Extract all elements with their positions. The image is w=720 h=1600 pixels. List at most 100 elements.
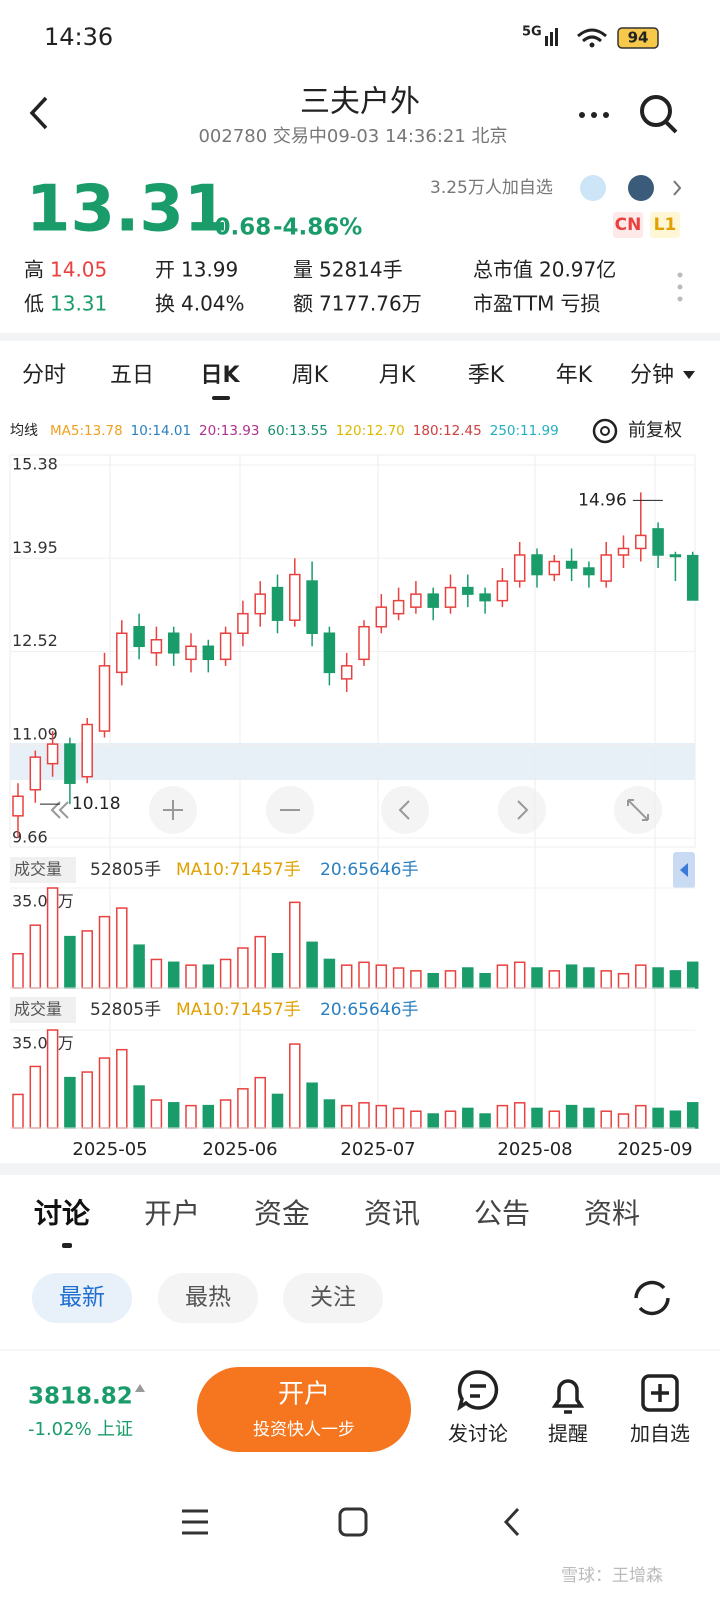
volume-ma20: 20:65646手 bbox=[320, 860, 418, 880]
volume-bar bbox=[271, 952, 284, 989]
more-dots bbox=[677, 272, 683, 302]
volume-bar bbox=[496, 964, 509, 989]
x-tick-label: 2025-06 bbox=[202, 1139, 277, 1160]
volume-bar bbox=[686, 1102, 699, 1129]
back-button[interactable] bbox=[29, 96, 48, 130]
volume-bar bbox=[98, 915, 111, 989]
volume-bar bbox=[444, 1110, 457, 1129]
volume-bar bbox=[392, 1107, 405, 1129]
candle-body bbox=[565, 560, 578, 569]
stock-title: 三夫户外 bbox=[300, 85, 420, 120]
search-button[interactable] bbox=[640, 95, 678, 134]
period-tab[interactable]: 分钟 bbox=[630, 363, 674, 388]
period-tab[interactable]: 周K bbox=[292, 363, 329, 388]
volume-bar bbox=[548, 1110, 561, 1129]
index-change: -1.02% bbox=[28, 1419, 92, 1440]
candle-body bbox=[600, 554, 612, 582]
battery-level: 94 bbox=[628, 29, 649, 47]
volume-bar bbox=[133, 944, 145, 989]
filter-chip[interactable] bbox=[158, 1273, 258, 1323]
period-tab[interactable]: 年K bbox=[556, 363, 593, 388]
action-label[interactable]: 提醒 bbox=[548, 1422, 588, 1446]
filter-chip-text[interactable]: 关注 bbox=[310, 1285, 356, 1311]
candle-body bbox=[150, 639, 163, 654]
volume-bar bbox=[583, 1107, 595, 1129]
more-button[interactable] bbox=[579, 112, 609, 118]
candle-body bbox=[548, 560, 561, 576]
volume-bar bbox=[98, 1057, 111, 1129]
action-label[interactable]: 发讨论 bbox=[448, 1422, 508, 1446]
filter-chip[interactable] bbox=[283, 1273, 383, 1323]
volume-bar bbox=[133, 1085, 145, 1129]
period-tab[interactable]: 分时 bbox=[22, 363, 66, 388]
content-tab[interactable]: 讨论 bbox=[34, 1197, 91, 1230]
stat-label: 开 bbox=[155, 258, 175, 282]
period-tab[interactable]: 五日 bbox=[110, 363, 154, 388]
y-tick-label: 11.09 bbox=[12, 724, 58, 743]
wifi-signal-icons bbox=[545, 28, 607, 48]
volume-bar bbox=[444, 970, 457, 989]
volume-bar bbox=[375, 1104, 388, 1129]
candle-body bbox=[46, 743, 59, 765]
volume-bar bbox=[271, 1093, 284, 1129]
period-tab[interactable]: 日K bbox=[200, 363, 240, 388]
candle-body bbox=[340, 665, 353, 680]
content-tab[interactable]: 资讯 bbox=[364, 1197, 420, 1230]
content-tab[interactable]: 公告 bbox=[474, 1197, 530, 1230]
chart-controls[interactable] bbox=[50, 786, 662, 834]
y-tick-label: 35.03万 bbox=[12, 1034, 74, 1053]
action-label[interactable]: 加自选 bbox=[630, 1422, 690, 1446]
stat-value: 4.04% bbox=[181, 292, 245, 316]
button-sub: 投资快人一步 bbox=[253, 1420, 355, 1440]
volume-bar bbox=[237, 947, 249, 989]
volume-bar bbox=[600, 1110, 612, 1129]
volume-bar bbox=[185, 964, 197, 989]
content-tab[interactable]: 资料 bbox=[584, 1197, 640, 1230]
volume-bar bbox=[513, 1102, 526, 1129]
open-account-button[interactable] bbox=[197, 1367, 411, 1452]
period-tab[interactable]: 月K bbox=[379, 363, 416, 388]
adjust-icon bbox=[592, 418, 618, 444]
volume-label-bg bbox=[10, 997, 76, 1023]
adjust-label[interactable]: 前复权 bbox=[628, 420, 682, 441]
ma-item: MA5:13.78 bbox=[50, 423, 123, 439]
badge-text: CN bbox=[615, 215, 642, 235]
content-tab[interactable]: 资金 bbox=[254, 1197, 310, 1230]
y-tick-label: 9.66 bbox=[12, 828, 48, 847]
volume-bar bbox=[617, 972, 630, 989]
nav-bar[interactable] bbox=[182, 1507, 520, 1537]
volume-bar bbox=[29, 924, 42, 989]
refresh-icon[interactable] bbox=[634, 1280, 670, 1316]
ma-label: 均线 bbox=[10, 423, 38, 439]
candle-body bbox=[358, 625, 370, 661]
period-tab[interactable]: 季K bbox=[468, 363, 505, 388]
price-percent: -4.86% bbox=[273, 215, 362, 241]
filter-chip-text[interactable]: 最热 bbox=[185, 1285, 231, 1311]
volume-bar bbox=[202, 1104, 215, 1129]
battery bbox=[617, 27, 659, 49]
action-icons[interactable] bbox=[457, 1370, 679, 1414]
candle-body bbox=[686, 554, 699, 601]
filter-chip-text[interactable]: 最新 bbox=[59, 1285, 105, 1311]
candle-body bbox=[323, 632, 336, 674]
candle-body bbox=[271, 586, 284, 621]
content-tab[interactable]: 开户 bbox=[144, 1197, 200, 1230]
index-value: 3818.82 bbox=[28, 1384, 133, 1410]
volume-bar bbox=[531, 1107, 543, 1129]
volume-label-bg bbox=[10, 857, 76, 883]
volume-bar bbox=[46, 1029, 59, 1129]
volume-bar bbox=[64, 935, 76, 989]
volume-bar bbox=[323, 1099, 336, 1129]
volume-bar bbox=[669, 1110, 682, 1129]
candle-body bbox=[583, 567, 595, 576]
volume-bar bbox=[167, 1102, 180, 1129]
stat-label: 市盈TTM bbox=[473, 292, 554, 316]
candle-body bbox=[444, 586, 457, 608]
candle-body bbox=[427, 593, 439, 608]
volume-bar bbox=[219, 958, 232, 989]
volume-bar bbox=[392, 967, 405, 989]
ma-item: 120:12.70 bbox=[336, 423, 405, 439]
annotation: 10.18 bbox=[72, 794, 121, 814]
volume-bar bbox=[150, 958, 163, 989]
filter-chip-active[interactable] bbox=[32, 1273, 132, 1323]
